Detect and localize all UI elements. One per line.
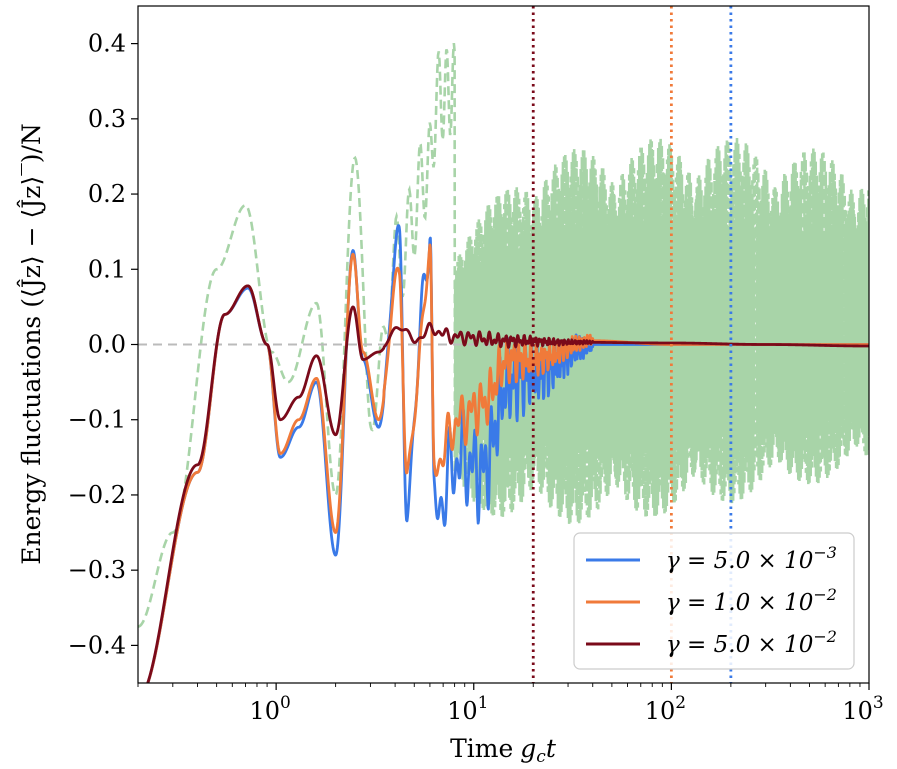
legend-box bbox=[573, 532, 855, 670]
x-tick-label: 100 bbox=[249, 693, 290, 725]
y-tick-label: −0.3 bbox=[68, 556, 126, 584]
y-tick-label: −0.1 bbox=[68, 406, 126, 434]
vertical-marker-layer bbox=[531, 6, 733, 683]
y-tick-label: 0.4 bbox=[88, 30, 126, 58]
x-axis-ticks: 100 101 102 103 bbox=[137, 683, 884, 725]
y-axis-label: Energy fluctuations (⟨Ĵz⟩ − ⟨Ĵz⟩‾)/N bbox=[17, 123, 46, 565]
x-axis-label: Time gct bbox=[450, 734, 557, 767]
legend-label-2: γ = 5.0 × 10−2 bbox=[666, 627, 837, 658]
data-series-layer bbox=[146, 224, 869, 683]
legend-label-1: γ = 1.0 × 10−2 bbox=[666, 585, 837, 616]
y-tick-label: −0.4 bbox=[68, 631, 126, 659]
y-axis-ticks: −0.4 −0.3 −0.2 −0.1 0.0 0.1 0.2 0.3 0.4 bbox=[68, 30, 138, 659]
x-axis-label-text: Time bbox=[450, 734, 513, 763]
y-tick-label: 0.2 bbox=[88, 180, 126, 208]
y-tick-label: 0.1 bbox=[88, 255, 126, 283]
y-tick-label: 0.0 bbox=[88, 331, 126, 359]
y-tick-label: −0.2 bbox=[68, 481, 126, 509]
x-axis-label-sub: c bbox=[536, 747, 546, 767]
x-tick-label: 102 bbox=[645, 693, 686, 725]
legend-label-0: γ = 5.0 × 10−3 bbox=[666, 543, 837, 574]
x-tick-label: 103 bbox=[842, 693, 883, 725]
series-line-gamma-2 bbox=[146, 284, 869, 683]
x-axis-label-math: g bbox=[520, 734, 536, 763]
x-axis-label-tail: t bbox=[546, 734, 557, 763]
legend: γ = 5.0 × 10−3 γ = 1.0 × 10−2 γ = 5.0 × 10… bbox=[573, 532, 855, 670]
x-tick-label: 101 bbox=[447, 693, 488, 725]
y-tick-label: 0.3 bbox=[88, 105, 126, 133]
